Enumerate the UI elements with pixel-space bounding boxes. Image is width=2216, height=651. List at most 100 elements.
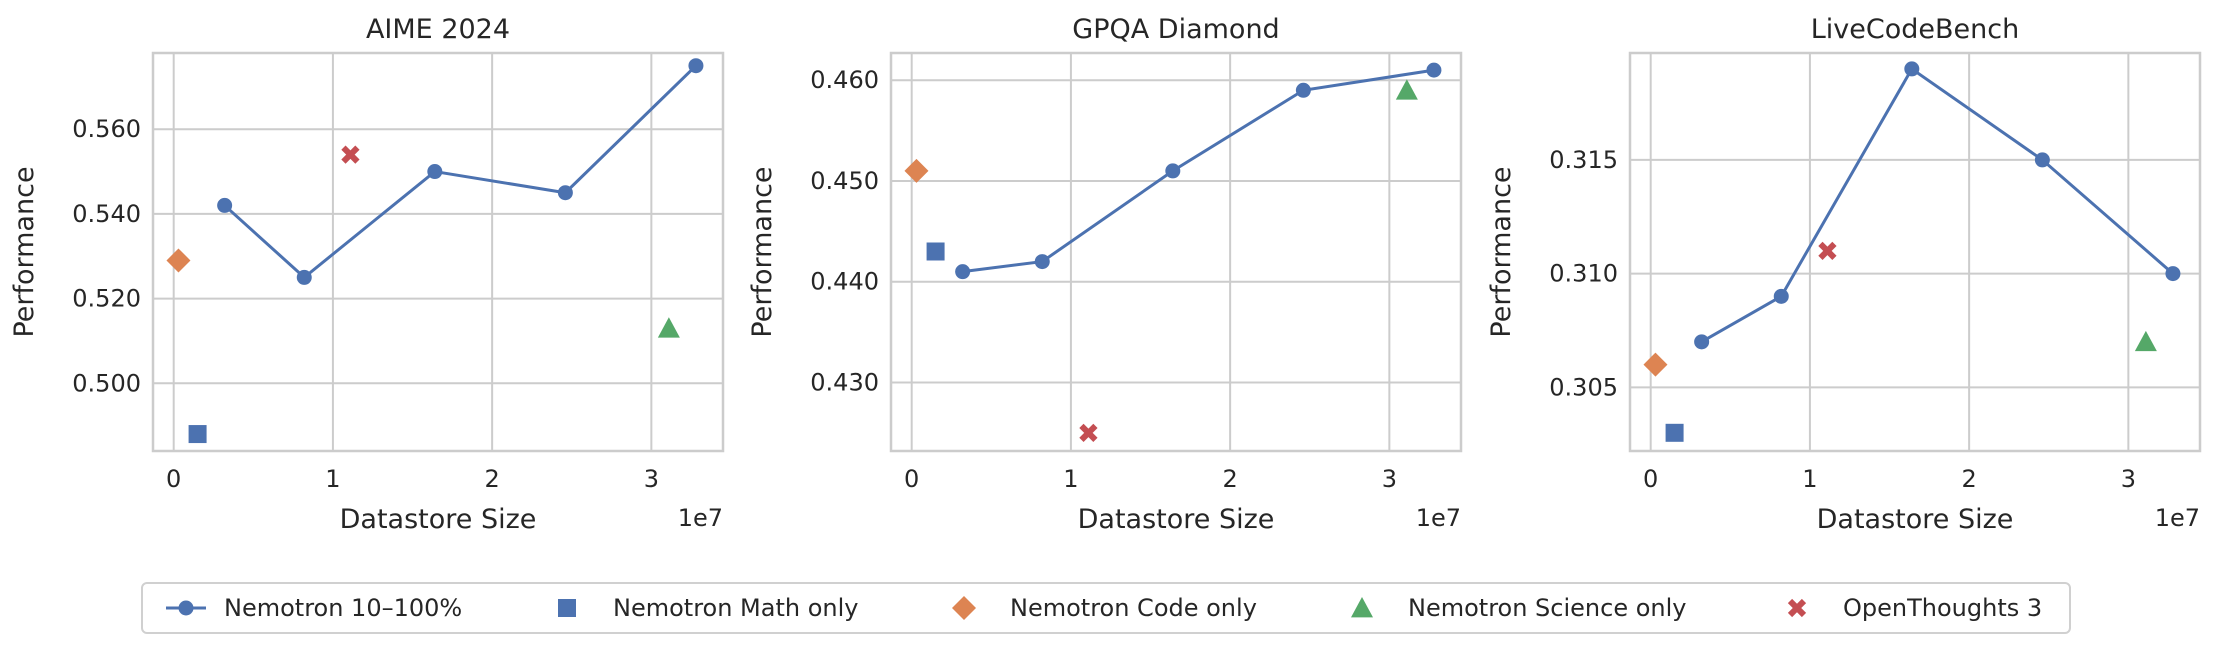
data-point (1034, 254, 1050, 270)
x-tick-label: 1 (1063, 465, 1078, 493)
series-nemotron (955, 62, 1442, 280)
x-offset-label: 1e7 (678, 504, 723, 532)
legend-item-openthoughts: OpenThoughts 3 (1787, 594, 2042, 622)
legend-label: Nemotron Code only (1010, 594, 1257, 622)
x-tick-label: 3 (644, 465, 659, 493)
data-point (1818, 241, 1837, 260)
data-point (2134, 330, 2157, 352)
x-axis-label: Datastore Size (340, 504, 537, 535)
chart-panel-2: 0 1 2 3 0.430 0.440 0.450 0.460 GPQA Diamond Data… (747, 14, 1463, 535)
data-point (557, 185, 573, 201)
series-line (223, 64, 697, 280)
data-point (427, 164, 443, 180)
data-point (1904, 61, 1920, 77)
legend-marker (1351, 597, 1373, 618)
x-axis-label: Datastore Size (1817, 504, 2014, 535)
data-point (341, 145, 360, 164)
legend: Nemotron 10–100% Nemotron Math only Nemotr… (141, 582, 2071, 634)
data-point (2034, 152, 2050, 168)
y-tick-label: 0.440 (810, 268, 879, 296)
series-nemotron (217, 58, 704, 285)
legend-frame (141, 582, 2071, 634)
y-axis-label: Performance (9, 166, 40, 337)
series-openthoughts (1818, 241, 1837, 260)
legend-marker (178, 600, 194, 616)
legend-item-science: Nemotron Science only (1351, 594, 1686, 622)
series-code (904, 158, 929, 183)
data-point (1665, 423, 1684, 442)
series-science (2134, 330, 2157, 352)
data-point (1165, 163, 1181, 179)
y-tick-label: 0.540 (72, 200, 141, 228)
x-tick-label: 2 (1222, 465, 1237, 493)
x-tick-label: 1 (325, 465, 340, 493)
series-code (166, 248, 191, 273)
data-point (904, 158, 929, 183)
y-tick-label: 0.430 (810, 368, 879, 396)
data-point (1395, 79, 1418, 100)
y-axis-label: Performance (1486, 166, 1517, 337)
data-point (926, 242, 945, 261)
axes-frame (889, 51, 1463, 453)
data-point (955, 264, 971, 280)
y-tick-label: 0.560 (72, 115, 141, 143)
data-point (688, 58, 704, 74)
y-tick-label: 0.310 (1549, 260, 1618, 288)
y-tick-label: 0.500 (72, 369, 141, 397)
x-offset-label: 1e7 (1416, 504, 1461, 532)
x-tick-label: 0 (1643, 465, 1658, 493)
chart-title: LiveCodeBench (1811, 14, 2019, 45)
data-point (657, 317, 680, 338)
legend-label: Nemotron Math only (613, 594, 858, 622)
x-tick-label: 3 (1382, 465, 1397, 493)
chart-title: GPQA Diamond (1072, 14, 1279, 45)
y-tick-label: 0.450 (810, 167, 879, 195)
x-offset-label: 1e7 (2155, 504, 2200, 532)
series-code (1643, 352, 1668, 377)
series-science (1395, 79, 1418, 100)
chart-panel-3: 0 1 2 3 0.305 0.310 0.315 LiveCodeBench Datastor… (1486, 14, 2202, 535)
legend-marker (1787, 598, 1807, 618)
series-math (188, 425, 207, 444)
x-tick-label: 1 (1802, 465, 1817, 493)
data-point (1295, 82, 1311, 98)
data-point (296, 269, 312, 285)
x-axis-label: Datastore Size (1078, 504, 1275, 535)
legend-item-code: Nemotron Code only (952, 594, 1257, 622)
data-point (1773, 288, 1789, 304)
legend-item-math: Nemotron Math only (558, 594, 858, 622)
legend-label: OpenThoughts 3 (1843, 594, 2042, 622)
data-point (1643, 352, 1668, 377)
x-tick-label: 2 (484, 465, 499, 493)
series-line (1700, 66, 2174, 344)
chart-title: AIME 2024 (366, 14, 510, 45)
legend-label: Nemotron Science only (1408, 594, 1686, 622)
axes-frame (151, 51, 725, 453)
series-openthoughts (1079, 423, 1098, 442)
y-tick-label: 0.520 (72, 285, 141, 313)
series-openthoughts (341, 145, 360, 164)
y-tick-label: 0.315 (1549, 146, 1618, 174)
legend-marker (952, 596, 976, 620)
data-point (1694, 334, 1710, 350)
data-point (2165, 266, 2181, 282)
series-math (1665, 423, 1684, 442)
data-point (217, 197, 233, 213)
data-point (1426, 62, 1442, 78)
x-tick-label: 0 (166, 465, 181, 493)
series-nemotron (1694, 61, 2181, 350)
charts-container: 0 1 2 3 0.500 0.520 0.540 0.560 AIME 2024 Datasto… (9, 14, 2202, 535)
chart-panel-1: 0 1 2 3 0.500 0.520 0.540 0.560 AIME 2024 Datasto… (9, 14, 725, 535)
axes-frame (1628, 51, 2202, 453)
y-axis-label: Performance (747, 166, 778, 337)
series-line (962, 68, 1435, 274)
series-science (657, 317, 680, 338)
y-tick-label: 0.305 (1549, 373, 1618, 401)
data-point (1079, 423, 1098, 442)
data-point (188, 425, 207, 444)
legend-item-nemotron: Nemotron 10–100% (166, 594, 462, 622)
data-point (166, 248, 191, 273)
x-tick-label: 2 (1961, 465, 1976, 493)
x-tick-label: 3 (2121, 465, 2136, 493)
